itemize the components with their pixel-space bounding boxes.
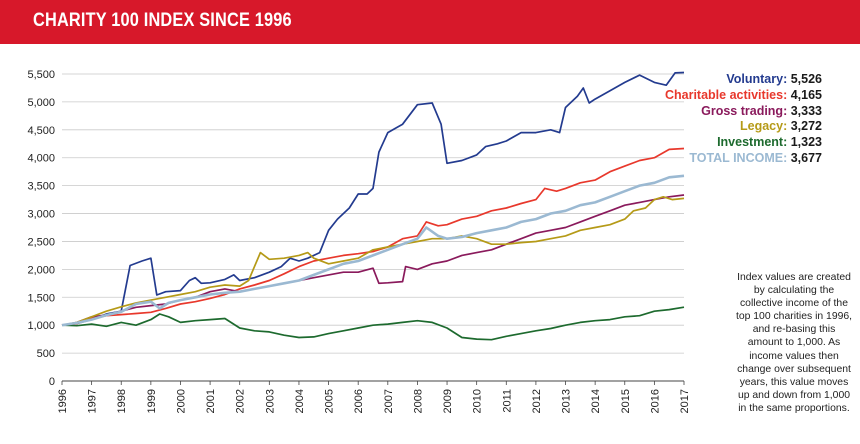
y-tick-label: 5,500 [27, 69, 55, 81]
y-tick-label: 1,000 [27, 320, 55, 332]
legend: Voluntary: 5,526 Charitable activities: 4… [582, 72, 822, 167]
legend-value: 3,272 [790, 119, 822, 134]
y-tick-label: 2,500 [27, 236, 55, 248]
x-tick-label: 1996 [57, 389, 69, 413]
legend-label: Charitable activities: [664, 87, 788, 102]
y-tick-label: 3,000 [27, 209, 55, 221]
x-tick-label: 2001 [205, 389, 217, 413]
x-tick-label: 2004 [294, 389, 306, 413]
legend-value: 3,333 [790, 103, 822, 118]
x-tick-label: 2017 [679, 389, 691, 413]
y-tick-label: 4,000 [27, 153, 55, 165]
legend-item: Investment: 1,323 [582, 135, 822, 151]
y-tick-label: 1,500 [27, 292, 55, 304]
series-line-total-income [61, 174, 685, 327]
x-tick-label: 2002 [235, 389, 247, 413]
legend-label: Voluntary: [726, 72, 788, 86]
x-tick-label: 2010 [472, 389, 484, 413]
legend-value: 4,165 [790, 87, 822, 102]
y-tick-label: 2,000 [27, 264, 55, 276]
legend-label: Legacy: [739, 119, 788, 134]
y-tick-label: 0 [49, 376, 55, 388]
legend-item: Charitable activities: 4,165 [582, 88, 822, 104]
y-tick-label: 3,500 [27, 181, 55, 193]
legend-item: Gross trading: 3,333 [582, 104, 822, 120]
y-tick-label: 4,500 [27, 125, 55, 137]
legend-value: 3,677 [790, 150, 822, 165]
x-tick-label: 2007 [383, 389, 395, 413]
legend-label: Gross trading: [701, 103, 788, 118]
legend-item: TOTAL INCOME: 3,677 [582, 151, 822, 167]
legend-label: TOTAL INCOME: [689, 150, 788, 165]
x-tick-label: 2009 [442, 389, 454, 413]
legend-label: Investment: [717, 135, 788, 150]
x-tick-label: 2012 [531, 389, 543, 413]
x-tick-label: 1998 [116, 389, 128, 413]
legend-item: Legacy: 3,272 [582, 119, 822, 135]
index-note: Index values are created by calculating … [735, 272, 853, 414]
x-tick-label: 2006 [353, 389, 365, 413]
legend-value: 5,526 [790, 72, 822, 86]
series-line-legacy [61, 195, 685, 327]
x-tick-label: 1997 [87, 389, 99, 413]
x-tick-label: 2008 [412, 389, 424, 413]
chart-title: CHARITY 100 INDEX SINCE 1996 [33, 10, 292, 31]
y-tick-label: 500 [37, 348, 55, 360]
x-tick-label: 2013 [561, 389, 573, 413]
x-tick-label: 2011 [501, 389, 513, 413]
series-line-voluntary [61, 71, 685, 327]
x-tick-label: 2003 [264, 389, 276, 413]
x-tick-label: 2014 [590, 389, 602, 413]
x-tick-label: 2000 [175, 389, 187, 413]
title-bar: CHARITY 100 INDEX SINCE 1996 [0, 0, 860, 44]
x-tick-label: 2015 [620, 389, 632, 413]
legend-value: 1,323 [790, 135, 822, 150]
chart-canvas: 0 500 1,000 1,500 2,000 2,500 3,000 3,500 4,000 4… [27, 69, 691, 413]
y-tick-label: 5,000 [27, 97, 55, 109]
legend-item: Voluntary: 5,526 [582, 72, 822, 88]
x-tick-label: 2016 [649, 389, 661, 413]
x-tick-label: 1999 [146, 389, 158, 413]
series-line-investment [61, 306, 685, 341]
x-tick-label: 2005 [324, 389, 336, 413]
